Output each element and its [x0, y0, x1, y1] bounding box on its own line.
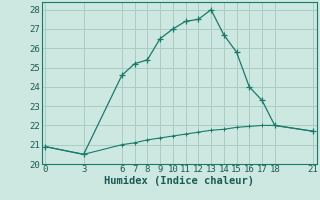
X-axis label: Humidex (Indice chaleur): Humidex (Indice chaleur)	[104, 176, 254, 186]
